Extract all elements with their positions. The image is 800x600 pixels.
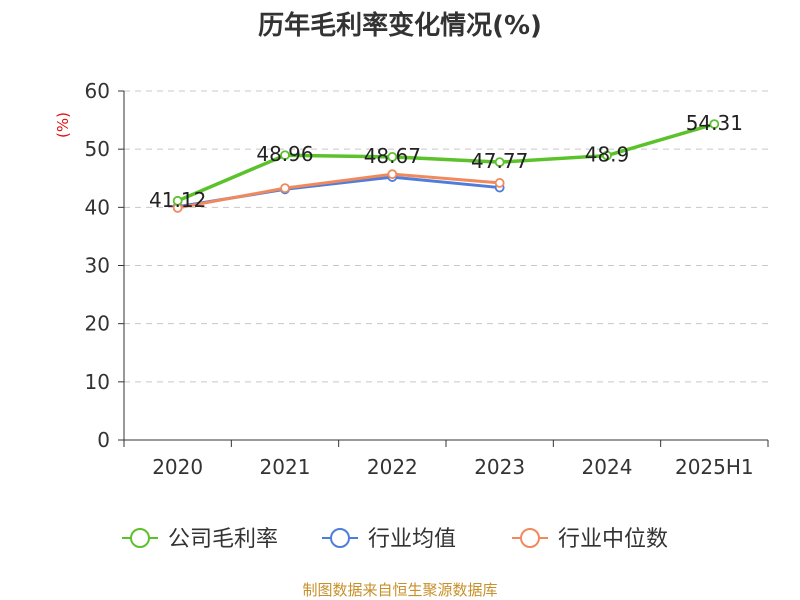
data-point	[494, 157, 505, 168]
y-tick-label: 60	[85, 79, 110, 103]
legend-swatch-marker	[330, 528, 350, 548]
data-point	[280, 183, 290, 194]
series-line	[176, 122, 715, 203]
legend-label: 行业中位数	[558, 527, 668, 552]
y-tick-label: 0	[97, 428, 110, 452]
y-tick-label: 50	[85, 137, 110, 161]
data-point	[172, 195, 183, 206]
series-line	[177, 172, 500, 210]
legend-label: 行业均值	[368, 527, 456, 552]
data-label: 47.77	[471, 149, 528, 173]
y-tick-label: 10	[85, 370, 110, 394]
data-label: 41.12	[149, 188, 206, 212]
y-axis-label: (%)	[54, 112, 72, 138]
axes: 0 10 20 30 40 50 60 2020 2021 2022 2023 2024 2025H1	[85, 79, 769, 479]
data-label: 48.9	[585, 143, 630, 167]
gridlines	[124, 90, 768, 383]
x-tick-label: 2024	[582, 455, 633, 479]
data-point	[387, 169, 398, 180]
x-tick-label: 2023	[474, 455, 525, 479]
legend: 公司毛利率 行业均值 行业中位数	[122, 527, 668, 552]
x-tick-label: 2020	[152, 455, 203, 479]
source-note: 制图数据来自恒生聚源数据库	[302, 581, 497, 599]
data-label: 54.31	[686, 111, 743, 135]
y-tick-label: 40	[85, 195, 110, 219]
y-tick-label: 30	[85, 254, 110, 278]
chart-title: 历年毛利率变化情况(%)	[258, 10, 542, 41]
data-labels: 41.12 48.96 48.67 47.77 48.9 54.31	[149, 111, 743, 212]
legend-swatch-marker	[130, 528, 150, 548]
legend-label: 公司毛利率	[168, 527, 278, 552]
data-point	[602, 150, 612, 161]
data-point	[709, 119, 720, 129]
x-tick-label: 2025H1	[675, 455, 754, 479]
legend-swatch-marker	[520, 528, 540, 548]
y-tick-label: 20	[85, 312, 110, 336]
data-label: 48.96	[256, 142, 313, 166]
series-layer	[172, 119, 720, 213]
data-label: 48.67	[364, 144, 421, 168]
x-tick-label: 2021	[260, 455, 311, 479]
data-point	[387, 152, 398, 162]
data-point	[280, 150, 290, 161]
x-tick-label: 2022	[367, 455, 418, 479]
data-point	[494, 178, 505, 188]
